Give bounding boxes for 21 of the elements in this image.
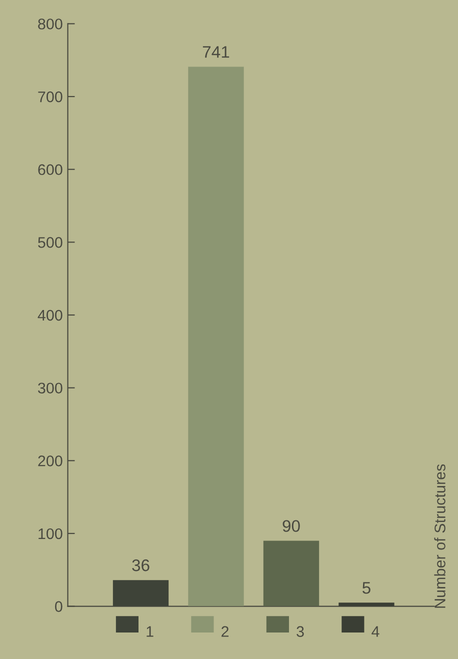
data-label: 36 — [132, 559, 150, 572]
y-tick-label: 500 — [38, 237, 62, 248]
y-tick-label: 200 — [38, 456, 62, 466]
x-tick-label: 4 — [372, 626, 380, 637]
y-tick-label: 400 — [38, 310, 62, 321]
y-tick-label: 100 — [38, 528, 62, 540]
data-label: 90 — [282, 520, 300, 532]
data-label: 741 — [202, 46, 230, 58]
x-tick-label: 2 — [222, 626, 229, 637]
bar — [338, 602, 394, 606]
bar — [188, 66, 244, 606]
y-tick-label: 300 — [38, 382, 62, 394]
y-tick-label: 0 — [55, 601, 62, 612]
y-tick-label: 600 — [38, 164, 62, 176]
x-tick-label: 3 — [296, 626, 304, 637]
y-axis-title: Number of Structures — [434, 464, 446, 608]
y-tick-label: 800 — [38, 18, 62, 30]
x-tick-label: 1 — [146, 626, 154, 637]
data-label: 5 — [362, 582, 370, 594]
y-tick-label: 700 — [38, 91, 62, 102]
bar — [263, 540, 320, 606]
